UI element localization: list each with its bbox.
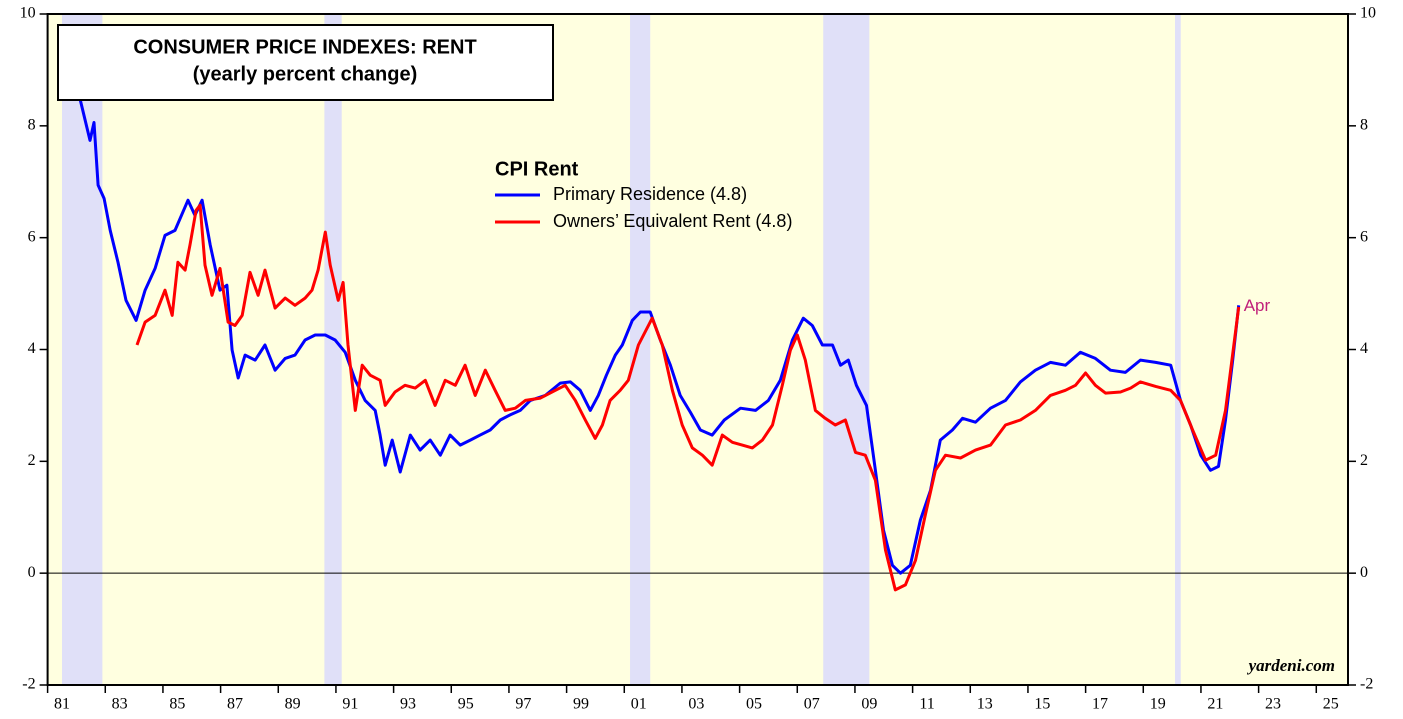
legend-title: CPI Rent xyxy=(495,158,579,180)
x-tick-label: 93 xyxy=(400,696,416,713)
x-tick-label: 85 xyxy=(169,696,185,713)
lines-layer xyxy=(78,98,1241,592)
x-tick-label: 99 xyxy=(573,696,589,713)
overlay-layer: CONSUMER PRICE INDEXES: RENT (yearly per… xyxy=(20,5,1376,713)
y2-tick-label: 2 xyxy=(1360,452,1368,469)
x-tick-label: 83 xyxy=(112,696,128,713)
x-tick-label: 19 xyxy=(1150,696,1166,713)
chart-subtitle: (yearly percent change) xyxy=(193,63,418,85)
x-tick-label: 81 xyxy=(54,696,70,713)
annotation: Apr xyxy=(1244,296,1271,315)
y-tick-label: 2 xyxy=(28,452,36,469)
y-tick-label: -2 xyxy=(22,676,35,693)
credit: yardeni.com xyxy=(1247,656,1335,675)
y-tick-label: 6 xyxy=(28,228,36,245)
recession-band xyxy=(1174,14,1181,685)
x-tick-label: 09 xyxy=(861,696,877,713)
y-tick-label: 4 xyxy=(28,340,36,357)
y2-tick-label: 10 xyxy=(1360,5,1376,22)
x-tick-label: 07 xyxy=(804,696,820,713)
plot-frame xyxy=(46,13,1350,686)
background-layer xyxy=(47,14,1349,685)
x-tick-label: 01 xyxy=(631,696,647,713)
recession-band xyxy=(62,14,103,685)
recession-band xyxy=(823,14,870,685)
x-tick-label: 11 xyxy=(919,696,934,713)
x-tick-label: 91 xyxy=(342,696,358,713)
y-tick-label: 8 xyxy=(28,117,36,134)
x-tick-label: 25 xyxy=(1323,696,1339,713)
series-line xyxy=(135,203,1241,592)
x-tick-label: 97 xyxy=(515,696,531,713)
y2-tick-label: 6 xyxy=(1360,228,1368,245)
legend-label: Primary Residence (4.8) xyxy=(553,184,747,204)
x-tick-label: 21 xyxy=(1207,696,1223,713)
y2-tick-label: 4 xyxy=(1360,340,1368,357)
chart-title: CONSUMER PRICE INDEXES: RENT xyxy=(133,36,476,58)
recession-band xyxy=(324,14,342,685)
y2-tick-label: 8 xyxy=(1360,117,1368,134)
x-tick-label: 23 xyxy=(1265,696,1281,713)
title-box xyxy=(57,24,554,101)
legend-label: Owners’ Equivalent Rent (4.8) xyxy=(553,211,792,231)
x-tick-label: 15 xyxy=(1034,696,1050,713)
x-tick-label: 03 xyxy=(688,696,704,713)
y2-tick-label: 0 xyxy=(1360,564,1368,581)
plot-background xyxy=(47,14,1349,685)
y-tick-label: 10 xyxy=(20,5,36,22)
y-tick-label: 0 xyxy=(28,564,36,581)
x-tick-label: 95 xyxy=(458,696,474,713)
x-tick-label: 05 xyxy=(746,696,762,713)
series-line xyxy=(78,98,1241,575)
x-tick-label: 17 xyxy=(1092,696,1108,713)
recession-band xyxy=(630,14,651,685)
y2-tick-label: -2 xyxy=(1360,676,1373,693)
x-tick-label: 87 xyxy=(227,696,243,713)
x-tick-label: 13 xyxy=(977,696,993,713)
x-tick-label: 89 xyxy=(285,696,301,713)
